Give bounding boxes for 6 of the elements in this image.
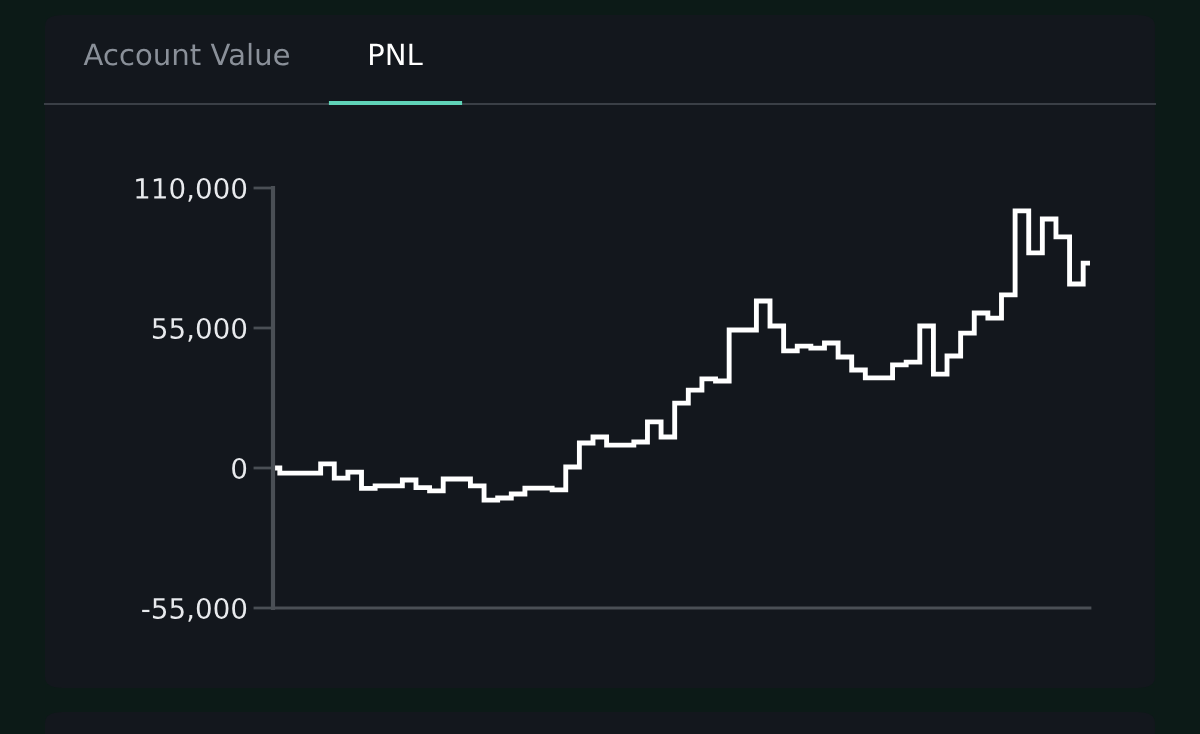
- y-tick-label: -55,000: [142, 597, 247, 622]
- y-tick-label: 110,000: [136, 177, 247, 202]
- text: PNL: [370, 43, 423, 66]
- y-tick-label: 0: [232, 457, 247, 479]
- text: Account Value: [83, 42, 290, 66]
- y-tick-label: 55,000: [152, 317, 247, 342]
